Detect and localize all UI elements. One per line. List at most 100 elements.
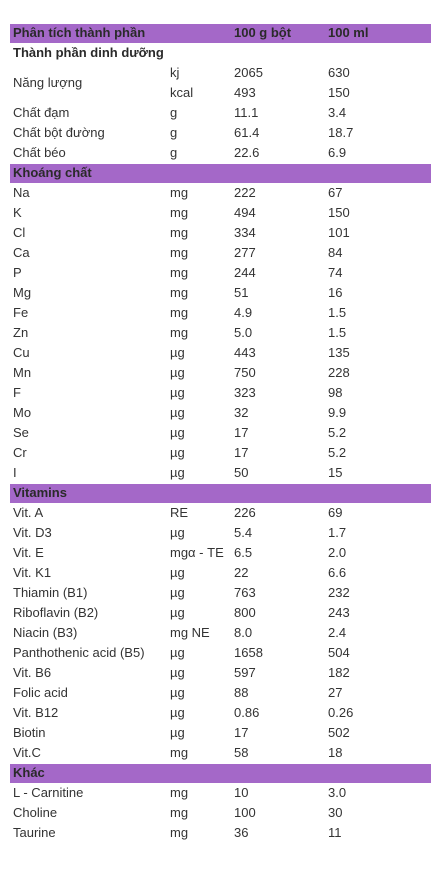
unit: µg [170, 665, 185, 680]
per-100g: 100 [234, 805, 256, 820]
unit: kcal [170, 85, 194, 100]
per-100ml: 18.7 [328, 125, 354, 140]
per-100ml: 84 [328, 245, 343, 260]
header-cell: 100 g bột [234, 25, 292, 40]
per-100ml: 74 [328, 265, 343, 280]
per-100g: 32 [234, 405, 249, 420]
per-100ml: 3.0 [328, 785, 347, 800]
row-name: Vit.C [13, 745, 41, 760]
section-title: Vitamins [13, 485, 67, 500]
row-name: Cu [13, 345, 30, 360]
per-100g: 443 [234, 345, 256, 360]
row-name: Se [13, 425, 29, 440]
per-100g: 58 [234, 745, 249, 760]
unit: g [170, 125, 178, 140]
per-100ml: 1.5 [328, 305, 347, 320]
row-name: Mn [13, 365, 32, 380]
unit: mg [170, 305, 189, 320]
per-100g: 0.86 [234, 705, 260, 720]
unit: mg [170, 325, 189, 340]
per-100g: 2065 [234, 65, 263, 80]
row-name: Vit. B6 [13, 665, 52, 680]
per-100ml: 3.4 [328, 105, 347, 120]
unit: mg [170, 745, 189, 760]
unit: mg [170, 205, 189, 220]
section-title: Khoáng chất [13, 165, 92, 180]
per-100ml: 150 [328, 85, 350, 100]
header-cell: Phân tích thành phần [13, 25, 146, 40]
unit: µg [170, 605, 185, 620]
per-100g: 10 [234, 785, 249, 800]
section-band [10, 164, 431, 183]
unit: mg [170, 245, 189, 260]
unit: g [170, 145, 178, 160]
header-cell: 100 ml [328, 25, 369, 40]
per-100g: 22.6 [234, 145, 260, 160]
per-100g: 244 [234, 265, 256, 280]
unit: g [170, 105, 178, 120]
header-band [10, 24, 431, 43]
row-name: Taurine [13, 825, 56, 840]
row-name: P [13, 265, 22, 280]
per-100ml: 6.6 [328, 565, 347, 580]
row-name: K [13, 205, 22, 220]
per-100g: 597 [234, 665, 256, 680]
row-name: F [13, 385, 21, 400]
per-100g: 5.0 [234, 325, 253, 340]
unit: µg [170, 405, 185, 420]
per-100ml: 9.9 [328, 405, 347, 420]
per-100ml: 5.2 [328, 425, 347, 440]
per-100ml: 98 [328, 385, 343, 400]
per-100ml: 6.9 [328, 145, 347, 160]
per-100ml: 1.5 [328, 325, 347, 340]
per-100ml: 2.4 [328, 625, 347, 640]
row-name: Chất đạm [13, 105, 70, 120]
unit: µg [170, 525, 185, 540]
per-100g: 61.4 [234, 125, 260, 140]
row-name: Zn [13, 325, 29, 340]
row-name: Riboflavin (B2) [13, 605, 99, 620]
per-100ml: 630 [328, 65, 350, 80]
row-name: Vit. A [13, 505, 44, 520]
unit: µg [170, 365, 185, 380]
unit: mg [170, 825, 189, 840]
row-name: Thiamin (B1) [13, 585, 88, 600]
row-name: Niacin (B3) [13, 625, 78, 640]
per-100g: 11.1 [234, 105, 259, 120]
per-100ml: 30 [328, 805, 343, 820]
row-name: L - Carnitine [13, 785, 84, 800]
section-title: Thành phần dinh dưỡng [13, 45, 164, 60]
unit: µg [170, 385, 185, 400]
per-100g: 763 [234, 585, 256, 600]
per-100g: 17 [234, 425, 249, 440]
per-100g: 334 [234, 225, 256, 240]
row-name: Cl [13, 225, 26, 240]
unit: µg [170, 585, 185, 600]
per-100ml: 135 [328, 345, 350, 360]
unit: µg [170, 645, 185, 660]
per-100ml: 15 [328, 465, 343, 480]
row-name: Folic acid [13, 685, 68, 700]
per-100ml: 504 [328, 645, 350, 660]
unit: µg [170, 345, 185, 360]
per-100ml: 182 [328, 665, 350, 680]
per-100g: 8.0 [234, 625, 253, 640]
row-name: I [13, 465, 17, 480]
per-100g: 493 [234, 85, 256, 100]
per-100g: 36 [234, 825, 249, 840]
unit: mgα - TE [170, 545, 224, 560]
per-100g: 323 [234, 385, 256, 400]
unit: kj [170, 65, 180, 80]
per-100ml: 18 [328, 745, 343, 760]
row-name: Vit. E [13, 545, 44, 560]
per-100ml: 1.7 [328, 525, 347, 540]
row-name: Choline [13, 805, 58, 820]
per-100g: 50 [234, 465, 249, 480]
per-100g: 5.4 [234, 525, 253, 540]
unit: mg [170, 225, 189, 240]
per-100g: 222 [234, 185, 256, 200]
row-name: Biotin [13, 725, 46, 740]
per-100g: 17 [234, 445, 249, 460]
row-name: Mg [13, 285, 32, 300]
